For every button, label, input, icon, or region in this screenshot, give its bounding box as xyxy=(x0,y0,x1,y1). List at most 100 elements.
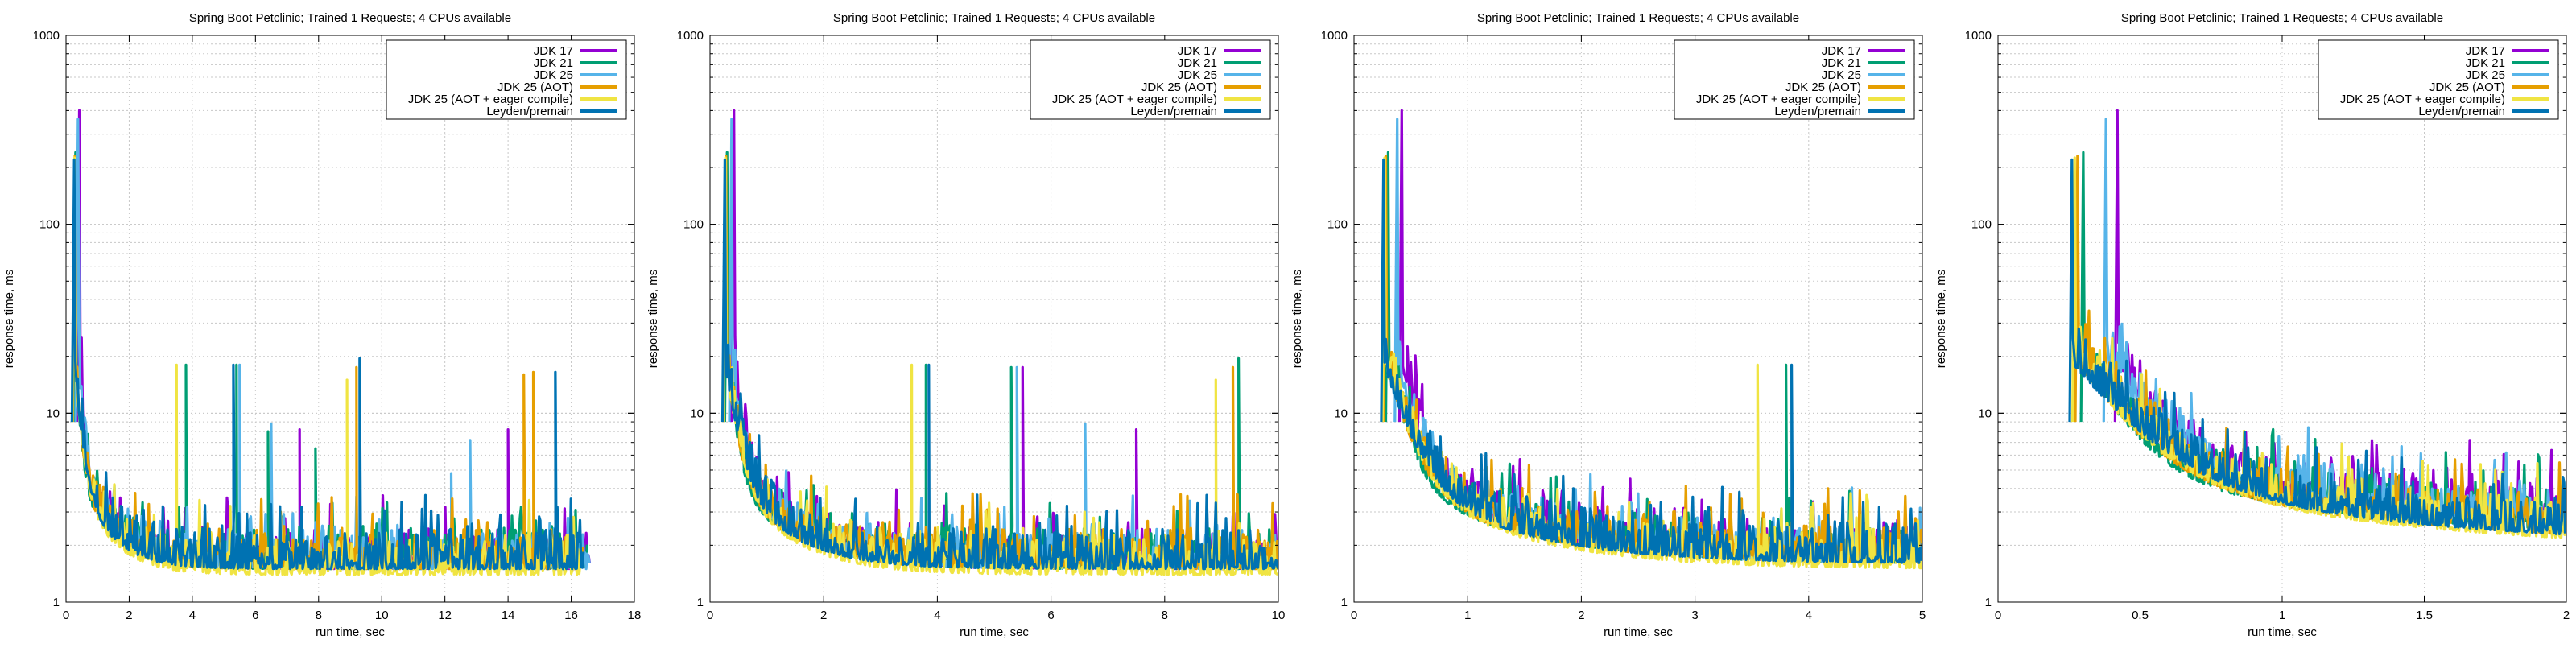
x-tick-label: 3 xyxy=(1691,609,1698,622)
legend-label: JDK 17 xyxy=(1178,44,1217,58)
x-tick-label: 8 xyxy=(1162,609,1168,622)
legend-label: JDK 21 xyxy=(534,56,573,70)
series-line xyxy=(720,158,1278,571)
y-tick-label: 100 xyxy=(1971,218,1992,232)
series-line xyxy=(2068,158,2566,535)
x-tick-label: 14 xyxy=(502,609,515,622)
legend-label: JDK 25 (AOT) xyxy=(2429,80,2505,94)
y-tick-label: 1000 xyxy=(677,29,704,43)
plot-border xyxy=(1353,35,1923,603)
x-tick-label: 5 xyxy=(1919,609,1926,622)
legend-label: Leyden/premain xyxy=(1130,105,1217,118)
legend-label: Leyden/premain xyxy=(2418,105,2505,118)
plot-area xyxy=(70,109,592,576)
x-tick-label: 0 xyxy=(707,609,713,622)
legend-label: JDK 25 xyxy=(2466,68,2505,82)
x-tick-label: 10 xyxy=(1272,609,1286,622)
x-tick-label: 4 xyxy=(934,609,940,622)
legend-label: JDK 21 xyxy=(1822,56,1861,70)
legend-label: Leyden/premain xyxy=(1774,105,1861,118)
series-line xyxy=(1380,158,1922,564)
plot-area xyxy=(720,109,1278,576)
series-line xyxy=(2074,155,2566,535)
plot-area xyxy=(2068,109,2566,539)
y-tick-label: 1 xyxy=(697,596,704,609)
y-axis-label: response time, ms xyxy=(646,270,660,369)
y-tick-label: 100 xyxy=(39,218,60,232)
legend-label: JDK 25 xyxy=(1178,68,1217,82)
x-tick-label: 4 xyxy=(189,609,196,622)
y-axis-label: response time, ms xyxy=(1290,270,1304,369)
legend-label: JDK 21 xyxy=(1178,56,1217,70)
y-tick-label: 1 xyxy=(53,596,60,609)
chart-title: Spring Boot Petclinic; Trained 1 Request… xyxy=(833,11,1155,25)
y-tick-label: 100 xyxy=(1327,218,1348,232)
grid xyxy=(65,35,635,603)
x-tick-label: 0 xyxy=(63,609,69,622)
x-tick-label: 8 xyxy=(316,609,322,622)
x-tick-label: 10 xyxy=(375,609,389,622)
plot-area xyxy=(1380,109,1922,570)
plot-border xyxy=(65,35,635,603)
x-tick-label: 1 xyxy=(1464,609,1471,622)
legend-label: JDK 17 xyxy=(1822,44,1861,58)
legend-label: JDK 25 (AOT) xyxy=(497,80,573,94)
legend-label: JDK 25 (AOT + eager compile) xyxy=(408,93,573,106)
x-tick-label: 6 xyxy=(1047,609,1054,622)
y-tick-label: 10 xyxy=(46,407,60,420)
legend-label: JDK 25 (AOT + eager compile) xyxy=(1696,93,1861,106)
plot-border xyxy=(709,35,1279,603)
series-line xyxy=(70,158,585,571)
legend-box xyxy=(386,39,627,120)
x-axis-label: run time, sec xyxy=(2248,625,2317,639)
x-tick-label: 12 xyxy=(438,609,452,622)
y-tick-label: 10 xyxy=(1978,407,1992,420)
series-line xyxy=(76,109,592,571)
legend-label: Leyden/premain xyxy=(486,105,573,118)
legend-box xyxy=(1674,39,1915,120)
legend-label: JDK 25 (AOT) xyxy=(1785,80,1861,94)
legend-box xyxy=(2318,39,2559,120)
chart-panel-2: 1 10 100 1000 0 2 4 6 8 10 Spring Boot Petclinic; … xyxy=(646,11,1285,639)
x-axis-label: run time, sec xyxy=(1604,625,1673,639)
y-tick-label: 1000 xyxy=(33,29,60,43)
legend-label: JDK 21 xyxy=(2466,56,2505,70)
x-tick-label: 0 xyxy=(1995,609,2001,622)
x-tick-label: 4 xyxy=(1806,609,1812,622)
y-axis-label: response time, ms xyxy=(2,270,16,369)
y-tick-label: 1 xyxy=(1985,596,1992,609)
legend-label: JDK 25 (AOT + eager compile) xyxy=(1052,93,1217,106)
x-tick-label: 1.5 xyxy=(2416,609,2433,622)
legend-label: JDK 25 xyxy=(1822,68,1861,82)
legend-label: JDK 17 xyxy=(2466,44,2505,58)
x-tick-label: 2 xyxy=(2563,609,2570,622)
x-tick-label: 6 xyxy=(252,609,258,622)
series-line xyxy=(71,155,584,571)
x-tick-label: 0 xyxy=(1351,609,1357,622)
x-tick-label: 0.5 xyxy=(2132,609,2149,622)
x-axis-label: run time, sec xyxy=(960,625,1029,639)
x-tick-label: 18 xyxy=(628,609,642,622)
chart-panel-1: 1 10 100 1000 0 2 4 6 8 10 12 14 16 18 Spring Boot Pet… xyxy=(2,11,641,639)
y-tick-label: 10 xyxy=(1334,407,1348,420)
x-tick-label: 2 xyxy=(1578,609,1584,622)
legend-label: JDK 25 (AOT) xyxy=(1141,80,1217,94)
x-axis-label: run time, sec xyxy=(316,625,385,639)
chart-title: Spring Boot Petclinic; Trained 1 Request… xyxy=(1477,11,1799,25)
y-tick-label: 1000 xyxy=(1965,29,1992,43)
x-tick-label: 2 xyxy=(820,609,827,622)
legend-box xyxy=(1030,39,1271,120)
chart-panel-4: 1 10 100 1000 0 0.5 1 1.5 2 Spring Boot Petclinic… xyxy=(1934,11,2570,639)
y-axis-label: response time, ms xyxy=(1934,270,1948,369)
chart-title: Spring Boot Petclinic; Trained 1 Request… xyxy=(2121,11,2443,25)
chart-title: Spring Boot Petclinic; Trained 1 Request… xyxy=(189,11,511,25)
x-tick-label: 16 xyxy=(564,609,578,622)
x-tick-label: 1 xyxy=(2279,609,2285,622)
